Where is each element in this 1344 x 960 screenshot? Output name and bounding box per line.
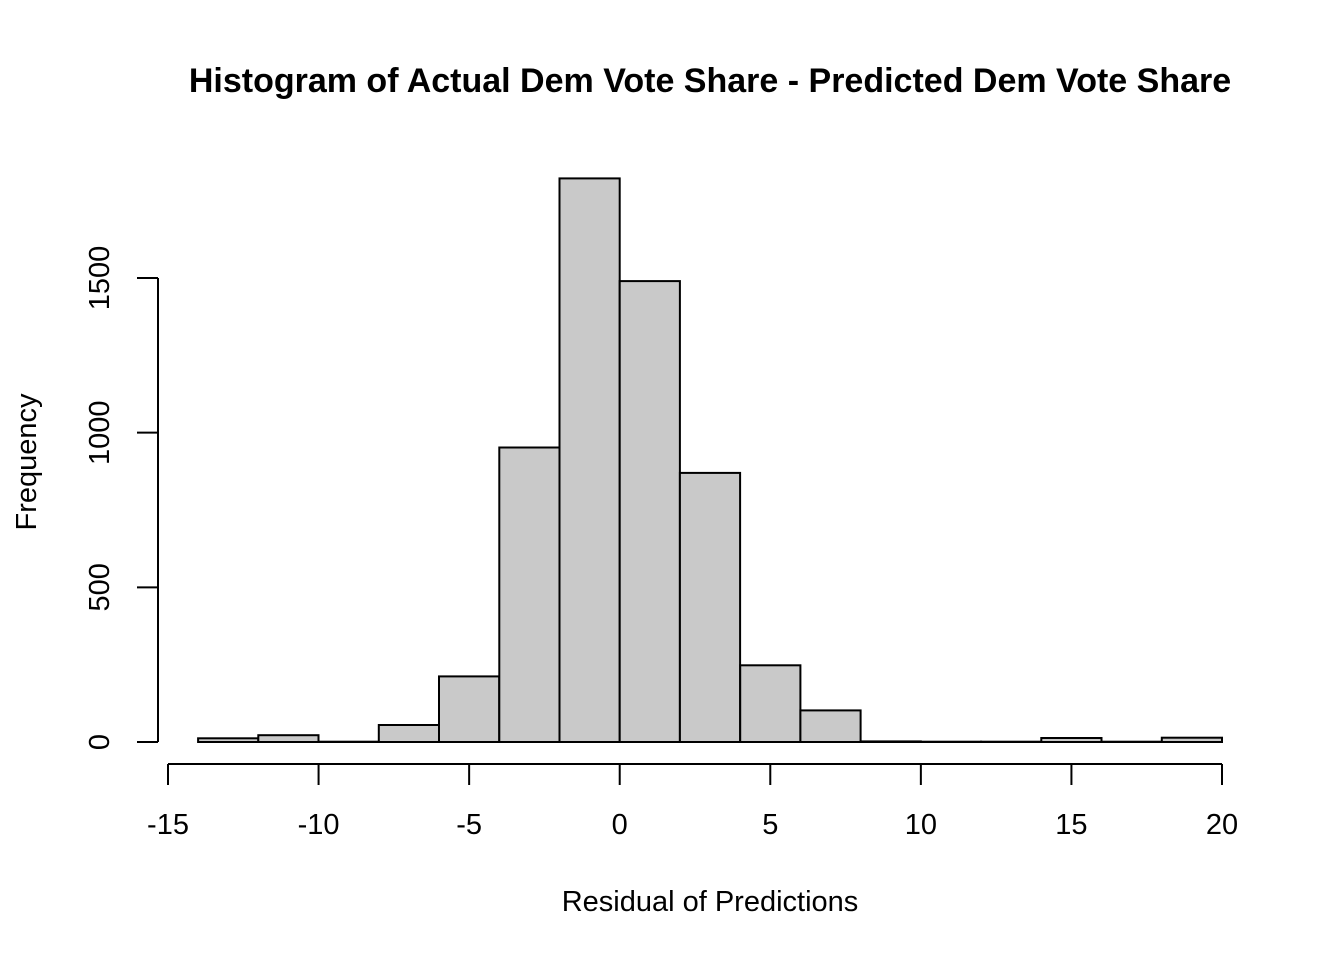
histogram-bar <box>618 280 681 743</box>
y-tick-label: 500 <box>84 563 116 611</box>
histogram-bar <box>438 675 501 744</box>
chart-title: Histogram of Actual Dem Vote Share - Pre… <box>189 62 1231 100</box>
histogram-bar <box>1160 736 1224 744</box>
bars-group <box>197 177 1224 744</box>
histogram-bar <box>498 446 561 743</box>
x-tick-label: 10 <box>905 809 937 841</box>
y-tick-label: 1500 <box>84 246 116 311</box>
histogram-bar <box>739 664 802 743</box>
x-tick-label: 20 <box>1206 809 1238 841</box>
histogram-bar <box>558 177 621 743</box>
histogram-bar <box>678 471 742 743</box>
x-tick-label: 5 <box>762 809 778 841</box>
y-axis: 0 500 1000 1500 <box>84 246 159 750</box>
x-tick-label: 0 <box>612 809 628 841</box>
x-tick-label: 15 <box>1055 809 1087 841</box>
x-tick-label: -10 <box>298 809 340 841</box>
x-axis: -15 -10 -5 0 5 10 15 20 <box>147 763 1238 841</box>
x-axis-label: Residual of Predictions <box>562 886 859 918</box>
histogram-bar <box>257 734 320 744</box>
histogram-bar <box>1040 737 1103 743</box>
x-tick-label: -5 <box>456 809 482 841</box>
histogram-bar <box>197 737 260 743</box>
histogram-bar <box>859 740 922 744</box>
y-tick-label: 1000 <box>84 400 116 465</box>
y-tick-label: 0 <box>84 734 116 750</box>
histogram-bar <box>799 709 862 744</box>
x-tick-label: -15 <box>147 809 189 841</box>
y-axis-label: Frequency <box>11 393 43 531</box>
histogram-bar <box>377 724 440 743</box>
